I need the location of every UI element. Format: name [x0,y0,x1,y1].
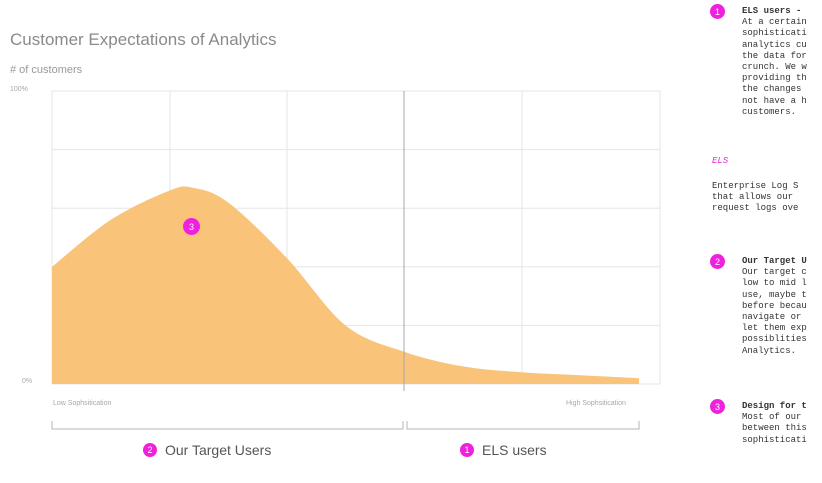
segment-label: Our Target Users [165,442,272,458]
note-text: Our target c low to mid l use, maybe t befo… [742,267,822,357]
note-line: Analytics. [742,345,797,356]
segment-label: ELS users [482,442,547,458]
note-line: navigate or [742,312,802,323]
note-line: Most of our [742,412,802,423]
els-term: ELS [712,156,729,166]
note-badge-2: 2 [710,254,725,269]
note-line: possiblities [742,334,807,345]
note-text: At a certain sophisticati analytics cu the … [742,17,822,118]
note-line: not have a h [742,95,807,106]
area-series [52,186,639,384]
bracket-els-users [406,421,640,430]
note-heading: Our Target U [742,256,807,266]
note-line: before becau [742,300,807,311]
note-design-for: 3 Design for t Most of our between this sop… [710,399,822,446]
badge-1: 1 [460,443,474,457]
note-text: Most of our between this sophisticati [742,412,822,446]
els-definition-line: Enterprise Log S [712,181,799,191]
note-els-users: 1 ELS users - At a certain sophisticati ana… [710,4,822,118]
els-definition-line: request logs ove [712,203,799,214]
y-tick-top: 100% [10,86,28,93]
y-axis-label: # of customers [10,64,83,76]
x-tick-low: Low Sophsitication [53,400,112,407]
note-line: sophisticati [742,434,807,445]
badge-2: 2 [143,443,157,457]
note-line: providing th [742,73,807,84]
note-line: use, maybe t [742,289,807,300]
note-line: sophisticati [742,28,807,39]
bracket-target-users [51,421,404,430]
note-line: Our target c [742,267,807,278]
note-target-users: 2 Our Target U Our target c low to mid l us… [710,254,822,357]
note-heading: ELS users - [742,6,802,16]
note-line: between this [742,423,807,434]
els-definition-line: that allows our [712,192,794,203]
note-line: At a certain [742,17,807,28]
y-tick-bottom: 0% [22,378,33,385]
note-line: customers. [742,106,797,117]
note-line: crunch. We w [742,62,807,73]
segment-brackets [51,421,640,430]
peak-marker-badge: 3 [183,218,200,235]
x-tick-high: High Sophsitication [566,400,626,407]
segment-els-users: 1 ELS users [460,442,547,458]
note-line: the data for [742,50,807,61]
note-badge-1: 1 [710,4,725,19]
note-line: let them exp [742,323,807,334]
segment-target-users: 2 Our Target Users [143,442,271,458]
note-line: analytics cu [742,39,807,50]
notes-panel: 1 ELS users - At a certain sophisticati ana… [710,0,822,483]
note-line: the changes [742,84,802,95]
note-heading: Design for t [742,401,807,411]
chart-title: Customer Expectations of Analytics [10,30,277,49]
note-badge-3: 3 [710,399,725,414]
note-line: low to mid l [742,278,807,289]
